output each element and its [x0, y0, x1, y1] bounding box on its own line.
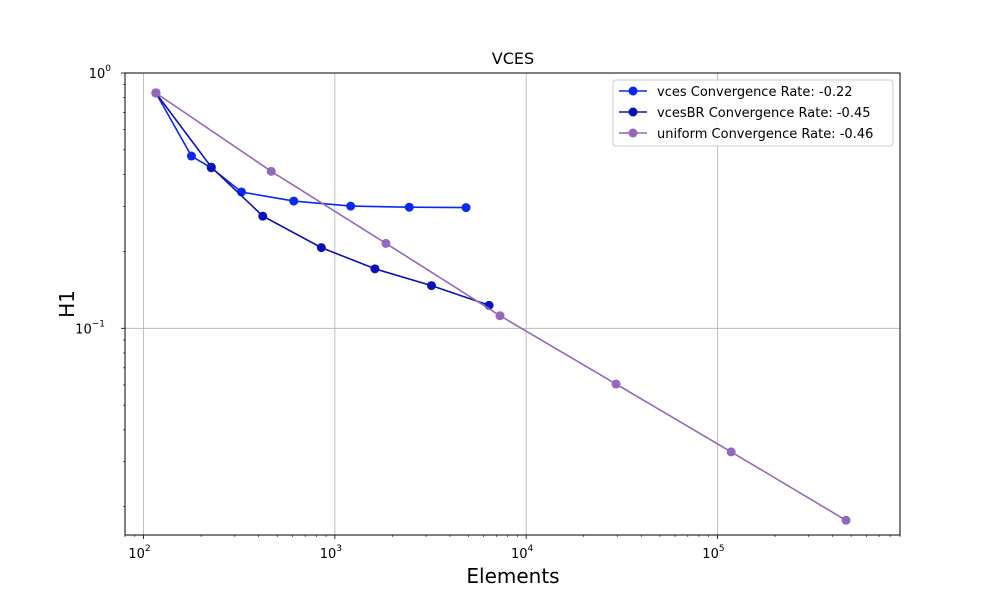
data-point — [266, 166, 276, 176]
series-line — [155, 92, 490, 307]
data-point — [611, 379, 621, 389]
legend-marker — [628, 128, 638, 138]
plot-frame — [124, 72, 901, 536]
data-point — [426, 281, 436, 291]
legend-label: vcesBR Convergence Rate: -0.45 — [657, 106, 871, 121]
data-point — [726, 447, 736, 457]
series-line — [155, 92, 847, 521]
data-point — [461, 203, 471, 213]
data-point — [495, 311, 505, 321]
data-point — [316, 243, 326, 253]
data-point — [381, 238, 391, 248]
series-2 — [151, 88, 494, 310]
x-tick-label: 102 — [128, 544, 150, 562]
data-point — [370, 264, 380, 274]
data-point — [206, 162, 216, 172]
data-point — [151, 88, 161, 98]
data-point — [289, 196, 299, 206]
x-tick-label: 105 — [702, 544, 724, 562]
data-point — [258, 211, 268, 221]
x-tick-label: 104 — [511, 544, 534, 562]
legend-label: vces Convergence Rate: -0.22 — [657, 85, 853, 100]
data-point — [841, 515, 851, 525]
legend-marker — [628, 86, 638, 96]
x-tick-label: 103 — [320, 544, 342, 562]
y-axis-label: H1 — [55, 290, 79, 318]
series-line — [155, 92, 467, 209]
y-tick-label: 10−1 — [75, 319, 105, 337]
y-tick-label: 100 — [89, 64, 112, 82]
data-point — [404, 202, 414, 212]
data-point — [346, 201, 356, 211]
x-axis-label: Elements — [466, 564, 559, 588]
legend-marker — [628, 107, 638, 117]
legend-label: uniform Convergence Rate: -0.46 — [657, 127, 873, 142]
legend-box — [612, 79, 894, 147]
series-layer — [151, 88, 851, 525]
legend: vces Convergence Rate: -0.22 vcesBR Conve… — [612, 79, 894, 147]
data-point — [186, 151, 196, 161]
chart-title: VCES — [492, 49, 534, 68]
series-3 — [151, 88, 851, 525]
